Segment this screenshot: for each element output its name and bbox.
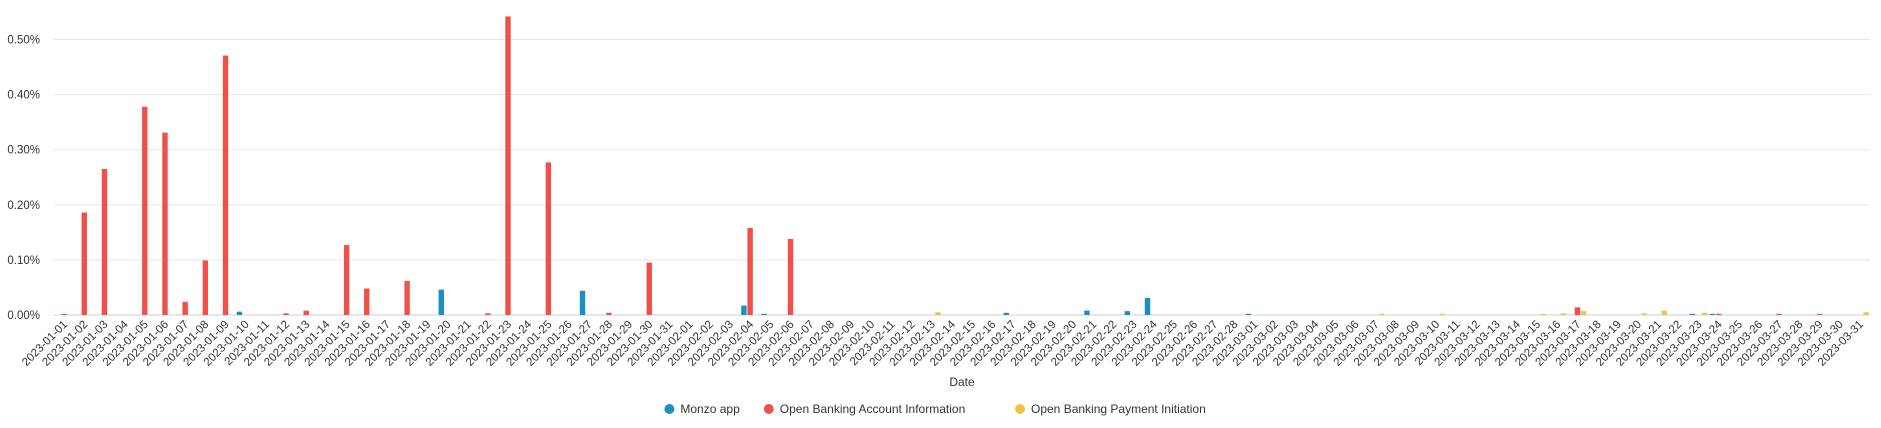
bar-monzo-app[interactable] [1124,311,1131,315]
legend-marker [1015,404,1025,414]
bar-monzo-app[interactable] [579,290,586,315]
bar-open-banking-account-information[interactable] [505,16,511,315]
legend-label: Monzo app [680,402,740,416]
bar-open-banking-account-information[interactable] [142,106,148,315]
legend-label: Open Banking Account Information [780,402,965,416]
bar-open-banking-account-information[interactable] [1816,313,1823,315]
bar-open-banking-account-information[interactable] [1776,313,1782,315]
bar-open-banking-account-information[interactable] [222,55,229,315]
gridlines [54,39,1870,316]
x-axis-title: Date [949,375,975,389]
bar-open-banking-payment-initiation[interactable] [935,312,941,315]
legend-item[interactable]: Open Banking Payment Initiation [1015,402,1206,416]
bar-open-banking-account-information[interactable] [485,313,491,315]
bar-open-banking-payment-initiation[interactable] [1863,312,1869,315]
bar-open-banking-account-information[interactable] [81,212,87,315]
bar-open-banking-account-information[interactable] [646,262,652,315]
bar-open-banking-account-information[interactable] [1574,307,1581,315]
bar-open-banking-payment-initiation[interactable] [1379,313,1385,315]
legend-marker [664,404,675,414]
bar-open-banking-account-information[interactable] [404,280,410,315]
bar-open-banking-account-information[interactable] [61,313,67,315]
bar-open-banking-payment-initiation[interactable] [1701,312,1708,315]
bar-open-banking-account-information[interactable] [182,301,188,315]
legend-item[interactable]: Monzo app [664,402,740,416]
bar-open-banking-account-information[interactable] [747,227,753,315]
bar-open-banking-account-information[interactable] [343,245,350,315]
legend[interactable]: Monzo app Open Banking Account Informatio… [664,402,1206,416]
y-tick-label: 0.50% [7,35,40,47]
y-tick-label: 0.10% [7,255,40,267]
bar-open-banking-account-information[interactable] [787,238,794,315]
bar-monzo-app[interactable] [741,305,747,315]
bar-monzo-app[interactable] [1709,313,1716,315]
bar-monzo-app[interactable] [1144,297,1151,315]
bar-open-banking-payment-initiation[interactable] [1540,313,1546,315]
bar-open-banking-account-information[interactable] [283,313,289,315]
bar-monzo-app[interactable] [1245,313,1252,315]
y-axis-ticks: 0.00% 0.10% 0.20% 0.30% 0.40% 0.50% [7,35,40,322]
legend-marker [763,404,774,414]
bar-open-banking-account-information[interactable] [101,169,108,315]
bar-open-banking-account-information[interactable] [303,310,309,315]
bar-open-banking-account-information[interactable] [1715,313,1722,315]
bar-open-banking-payment-initiation[interactable] [1439,313,1446,315]
legend-item[interactable]: Open Banking Account Information [763,402,965,416]
bar-monzo-app[interactable] [236,311,243,315]
x-axis-ticks: 2023-01-012023-01-022023-01-032023-01-04… [20,318,1866,369]
bar-open-banking-payment-initiation[interactable] [1641,313,1647,315]
bar-monzo-app[interactable] [1003,312,1009,315]
bar-monzo-app[interactable] [438,289,444,315]
bar-open-banking-payment-initiation[interactable] [1580,311,1587,315]
bar-open-banking-account-information[interactable] [162,132,168,315]
bar-monzo-app[interactable] [1084,310,1090,315]
y-tick-label: 0.30% [7,145,40,157]
y-tick-label: 0.00% [7,310,40,322]
y-tick-label: 0.20% [7,200,40,212]
bar-open-banking-payment-initiation[interactable] [1661,310,1668,315]
bar-open-banking-account-information[interactable] [545,162,552,315]
bar-monzo-app[interactable] [1689,313,1695,315]
legend-label: Open Banking Payment Initiation [1031,402,1206,416]
bar-open-banking-account-information[interactable] [202,260,209,315]
bar-open-banking-account-information[interactable] [364,288,370,315]
bars [61,16,1869,315]
bar-monzo-app[interactable] [761,313,767,315]
bar-open-banking-payment-initiation[interactable] [1560,313,1567,315]
bar-open-banking-account-information[interactable] [606,312,612,315]
y-tick-label: 0.40% [7,90,40,102]
